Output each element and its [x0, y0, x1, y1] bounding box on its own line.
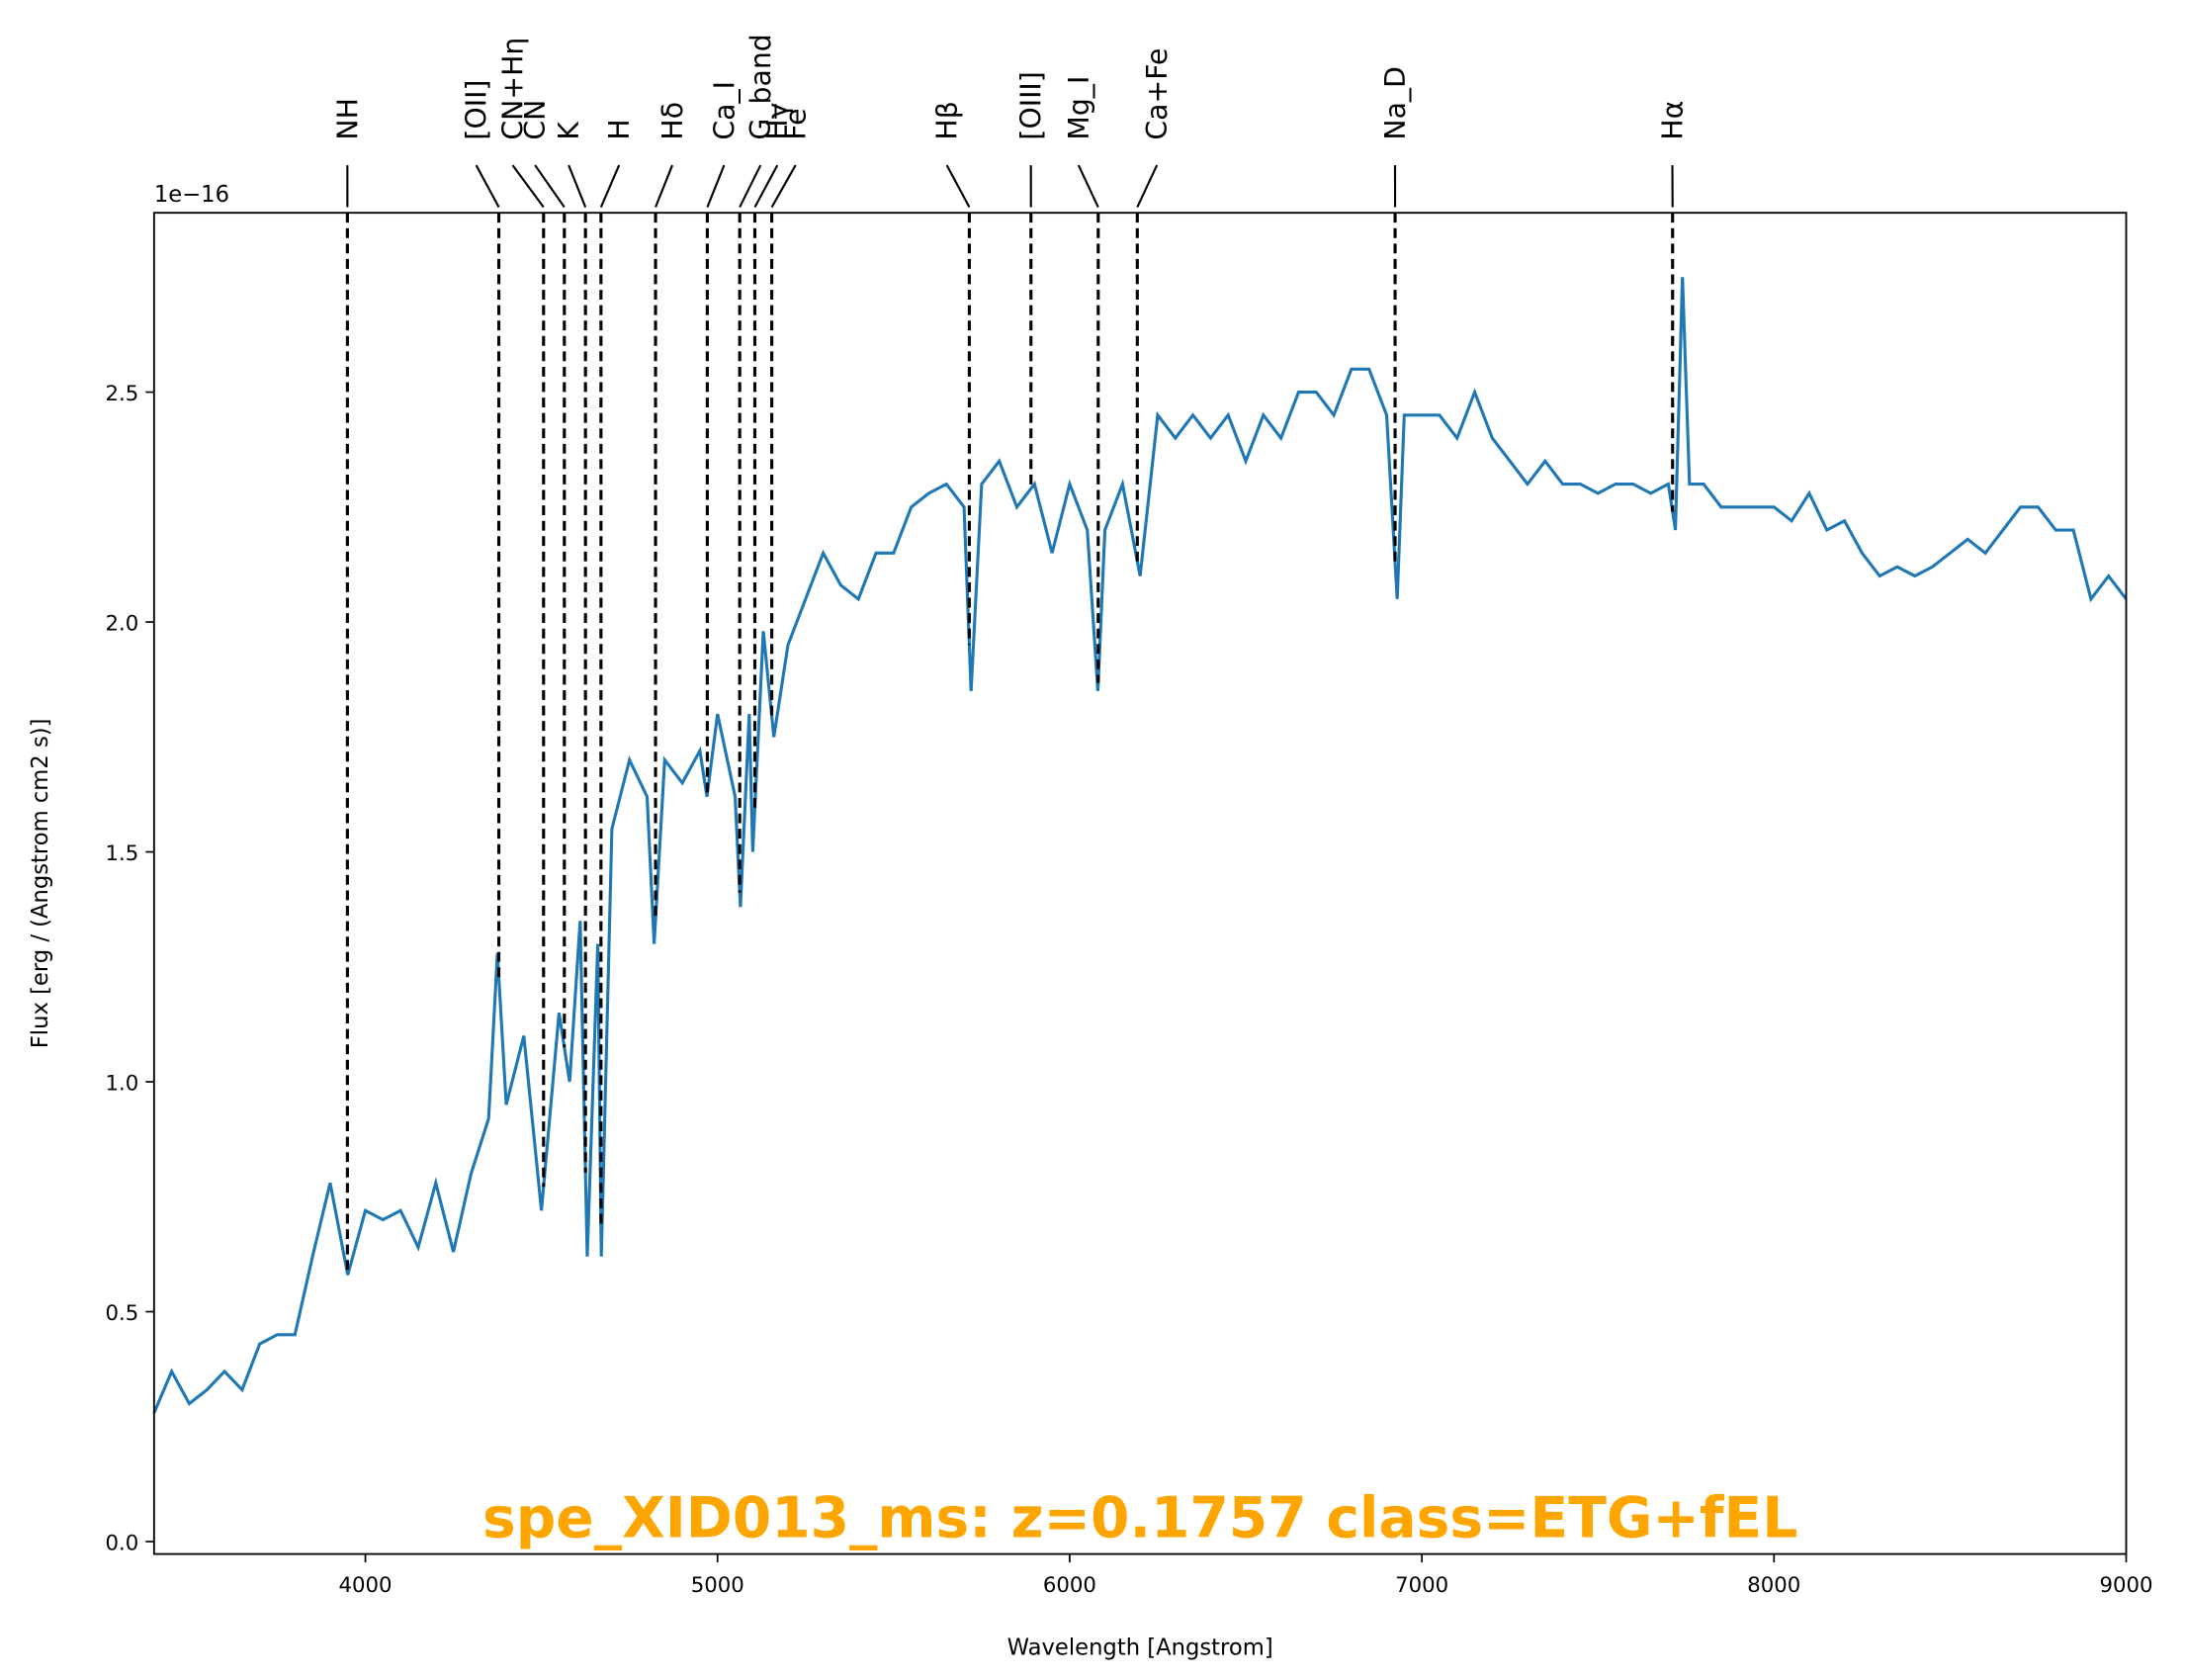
line-label: [OII] [461, 80, 493, 140]
y-axis-label: Flux [erg / (Angstrom cm2 s)] [28, 719, 53, 1049]
line-leader [599, 164, 621, 208]
y-tick-label: 0.0 [105, 1532, 138, 1556]
annotation: spe_XID013_ms: z=0.1757 class=ETG+fEL [482, 1486, 1797, 1551]
line-label: Ca+Fe [1141, 48, 1174, 140]
x-tick-label: 5000 [691, 1573, 744, 1598]
line-label: Fe [780, 108, 813, 139]
y-tick-label: 2.5 [105, 382, 138, 406]
line-label: Hα [1656, 101, 1689, 140]
x-tick-label: 6000 [1043, 1573, 1096, 1598]
line-leader [1136, 164, 1159, 208]
x-tick-label: 7000 [1395, 1573, 1448, 1598]
line-label: CN+Hη [496, 38, 529, 140]
line-label: G_band [744, 34, 777, 139]
y-tick-label: 0.5 [105, 1301, 138, 1326]
line-leader [753, 164, 779, 209]
line-label: CN [519, 100, 552, 140]
plot-frame [152, 212, 2128, 1555]
x-axis-label: Wavelength [Angstrom] [1007, 1636, 1273, 1661]
line-leader [568, 164, 587, 208]
line-label: H [603, 119, 636, 139]
line-leader [511, 164, 545, 209]
line-leader [770, 164, 797, 209]
line-label: K [553, 121, 585, 140]
spectrum-line [152, 277, 2128, 1414]
line-label: Hδ [656, 102, 689, 140]
line-leader [534, 164, 566, 209]
line-label: Hβ [931, 101, 964, 139]
line-leader [945, 164, 971, 209]
line-leader [1077, 164, 1099, 208]
line-label: Na_D [1379, 66, 1412, 139]
line-label: [OIII] [1015, 71, 1048, 139]
line-label: NH [331, 98, 364, 139]
x-tick-label: 4000 [339, 1573, 393, 1598]
line-leader [706, 164, 726, 208]
line-leader [655, 164, 673, 208]
line-leader [739, 164, 762, 209]
y-tick-label: 1.5 [105, 841, 138, 866]
line-leader [475, 164, 500, 209]
line-label: Hγ [761, 103, 794, 140]
line-label: Mg_I [1063, 76, 1095, 140]
x-tick-label: 8000 [1747, 1573, 1800, 1598]
line-label: Ca_I [708, 81, 741, 140]
y-offset-label: 1e−16 [154, 182, 229, 208]
x-tick-label: 9000 [2099, 1573, 2152, 1598]
y-tick-label: 1.0 [105, 1072, 138, 1097]
y-tick-label: 2.0 [105, 612, 138, 637]
